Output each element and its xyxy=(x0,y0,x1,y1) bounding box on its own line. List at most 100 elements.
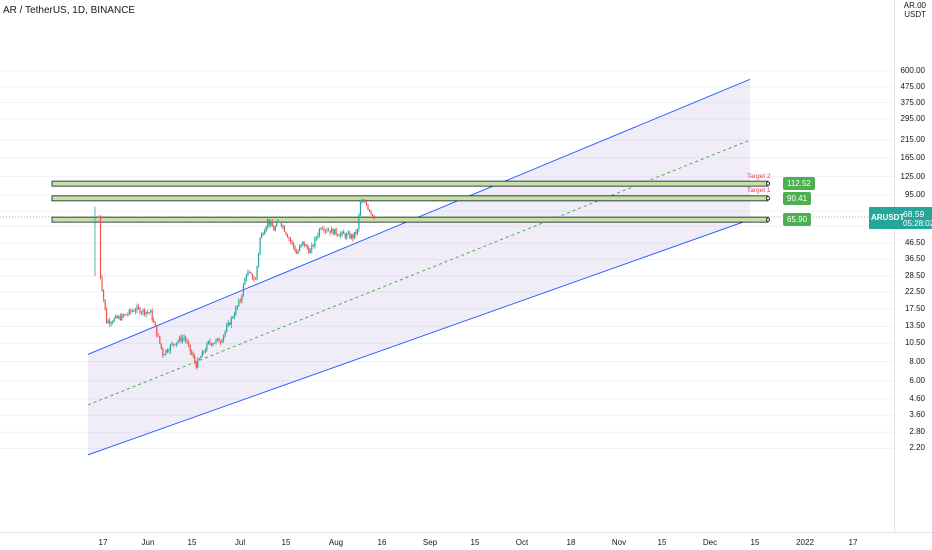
candle-body xyxy=(145,312,147,315)
candle-body xyxy=(299,246,301,251)
time-tick-label: 15 xyxy=(750,538,760,547)
time-axis[interactable]: 17 Jun 15 Jul 15 Aug 16 Sep 15 Oct 18 Nov 15 Dec 15 202… xyxy=(0,532,932,550)
candle-body xyxy=(140,312,143,314)
channel-mid-line xyxy=(87,139,751,406)
last-price-badge: ARUSDT 68.59 05:28:02 xyxy=(869,207,932,229)
time-tick-label: 15 xyxy=(187,538,197,547)
candle-body xyxy=(349,233,351,239)
candle-body xyxy=(323,229,325,231)
candle-body xyxy=(267,219,269,227)
candle-body xyxy=(180,337,182,342)
candle-body xyxy=(186,341,188,343)
candle-body xyxy=(207,341,210,344)
candle-body xyxy=(109,320,111,324)
price-tick-label: 8.00 xyxy=(909,356,925,366)
candle-body xyxy=(183,337,185,339)
price-tick-label: 6.00 xyxy=(909,375,925,385)
candle-body xyxy=(364,202,366,204)
candle-body xyxy=(367,205,369,210)
candle-body xyxy=(166,349,168,352)
candle-body xyxy=(212,343,214,346)
candle-body xyxy=(251,273,254,279)
target-level-handle-2 xyxy=(766,196,771,201)
candle-body xyxy=(136,306,138,311)
candle-body xyxy=(174,344,176,345)
candle-body xyxy=(291,241,293,244)
time-tick-label: 2022 xyxy=(796,538,814,547)
time-tick-label: 15 xyxy=(470,538,480,547)
target-price-box-2[interactable]: 90.41 xyxy=(783,191,812,205)
price-tick-label: 4.60 xyxy=(909,393,925,403)
candle-body xyxy=(330,228,333,233)
time-tick-label: 15 xyxy=(281,538,291,547)
candle-body xyxy=(370,211,372,215)
candle-body xyxy=(229,322,231,325)
candle-body xyxy=(308,248,310,253)
candle-body xyxy=(200,356,202,359)
candle-body xyxy=(264,230,266,235)
candle-body xyxy=(118,316,120,319)
candle-body xyxy=(235,307,237,315)
price-tick-label: 375.00 xyxy=(900,97,925,107)
time-tick-label: 18 xyxy=(566,538,576,547)
candle-body xyxy=(98,216,100,218)
price-tick-label: 3.60 xyxy=(909,410,925,420)
candle-body xyxy=(194,356,196,362)
candle-body xyxy=(261,233,263,238)
candle-body xyxy=(340,233,342,237)
candle-body xyxy=(289,238,292,242)
candle-body xyxy=(224,331,226,336)
price-axis[interactable]: AR.00 USDT 600.00 475.00 375.00 295.00 215.0… xyxy=(894,0,932,532)
candle-body xyxy=(344,233,346,238)
candle-body xyxy=(162,348,164,356)
candle-body xyxy=(265,226,267,231)
badge-countdown: 05:28:02 xyxy=(903,219,932,228)
candle-body xyxy=(303,241,305,247)
candle-body xyxy=(277,221,279,223)
candle-body xyxy=(209,341,211,344)
candle-body xyxy=(102,290,105,300)
candle-body xyxy=(352,234,354,239)
target-level-line-3 xyxy=(51,216,769,223)
time-tick-label: Dec xyxy=(702,538,718,547)
candle-body xyxy=(238,300,240,306)
candle-body xyxy=(204,350,206,353)
candle-body xyxy=(288,237,290,239)
candle-body xyxy=(192,354,194,357)
candle-body xyxy=(201,351,203,357)
candle-body xyxy=(318,229,320,236)
candle-body xyxy=(314,238,316,246)
candle-body xyxy=(373,215,375,219)
candle-body xyxy=(368,209,371,212)
candle-body xyxy=(122,314,124,316)
candle-body xyxy=(306,245,308,249)
candle-body xyxy=(359,201,362,215)
candle-body xyxy=(258,253,260,267)
target-level-line-1 xyxy=(51,180,769,187)
candle-body xyxy=(223,335,225,341)
candle-body xyxy=(156,326,158,336)
candle-body xyxy=(177,340,179,343)
candle-body xyxy=(227,322,229,326)
candle-body xyxy=(116,315,118,319)
candle-body xyxy=(268,219,270,225)
price-chart-canvas[interactable] xyxy=(0,0,894,532)
candle-body xyxy=(218,338,220,343)
candle-body xyxy=(175,342,178,345)
candle-body xyxy=(115,315,117,319)
candle-body xyxy=(153,320,155,323)
candle-body xyxy=(300,244,302,247)
candle-body xyxy=(197,359,199,368)
price-tick-label: 10.50 xyxy=(904,338,925,348)
candle-body xyxy=(148,312,150,314)
target-level-handle-1 xyxy=(766,181,771,186)
candle-body xyxy=(254,279,257,280)
candle-body xyxy=(198,358,200,360)
candle-body xyxy=(317,235,319,238)
candle-body xyxy=(185,337,187,342)
target-price-box-1[interactable]: 112.52 xyxy=(783,177,815,191)
candle-body xyxy=(309,250,311,253)
candle-body xyxy=(256,266,258,280)
target-price-box-3[interactable]: 65.90 xyxy=(783,213,812,227)
